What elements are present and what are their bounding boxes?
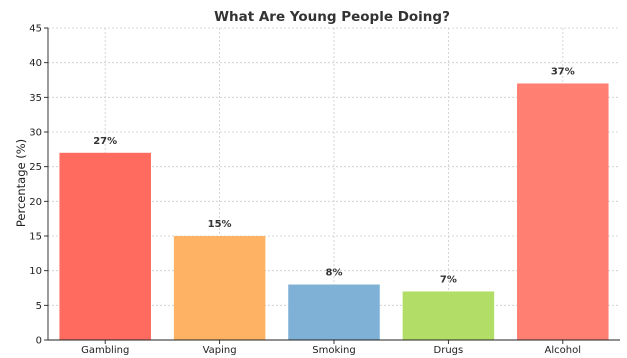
y-tick-label: 15 xyxy=(29,232,42,243)
bar-drugs xyxy=(402,291,495,340)
y-tick-label: 45 xyxy=(29,24,42,35)
x-tick-label: Alcohol xyxy=(545,345,581,356)
x-tick-label: Gambling xyxy=(81,345,129,356)
data-label-vaping: 15% xyxy=(208,219,232,230)
data-label-gambling: 27% xyxy=(93,136,117,147)
y-axis-label: Percentage (%) xyxy=(14,139,28,227)
y-tick-label: 40 xyxy=(29,58,42,69)
bar-alcohol xyxy=(517,83,609,340)
bar-smoking xyxy=(288,284,380,340)
y-tick-label: 0 xyxy=(36,336,42,347)
axes: 0 5 10 15 20 25 30 35 40 45 Gambling Vaping Smoking D… xyxy=(29,24,620,356)
x-tick-label: Vaping xyxy=(203,345,237,356)
y-tick-label: 25 xyxy=(29,162,42,173)
x-tick-label: Smoking xyxy=(312,345,355,356)
bar-gambling xyxy=(59,152,151,340)
y-tick-label: 20 xyxy=(29,197,42,208)
y-tick-label: 30 xyxy=(29,128,42,139)
data-label-alcohol: 37% xyxy=(551,66,575,77)
data-label-smoking: 8% xyxy=(326,268,343,279)
data-labels: 27% 15% 8% 7% 37% xyxy=(93,66,575,285)
bar-vaping xyxy=(173,236,266,340)
x-tick-label: Drugs xyxy=(434,345,464,356)
y-tick-label: 10 xyxy=(29,266,42,277)
y-tick-label: 35 xyxy=(29,93,42,104)
bars xyxy=(59,83,609,340)
y-tick-label: 5 xyxy=(36,301,42,312)
data-label-drugs: 7% xyxy=(440,274,457,285)
chart-title: What Are Young People Doing? xyxy=(214,9,450,25)
